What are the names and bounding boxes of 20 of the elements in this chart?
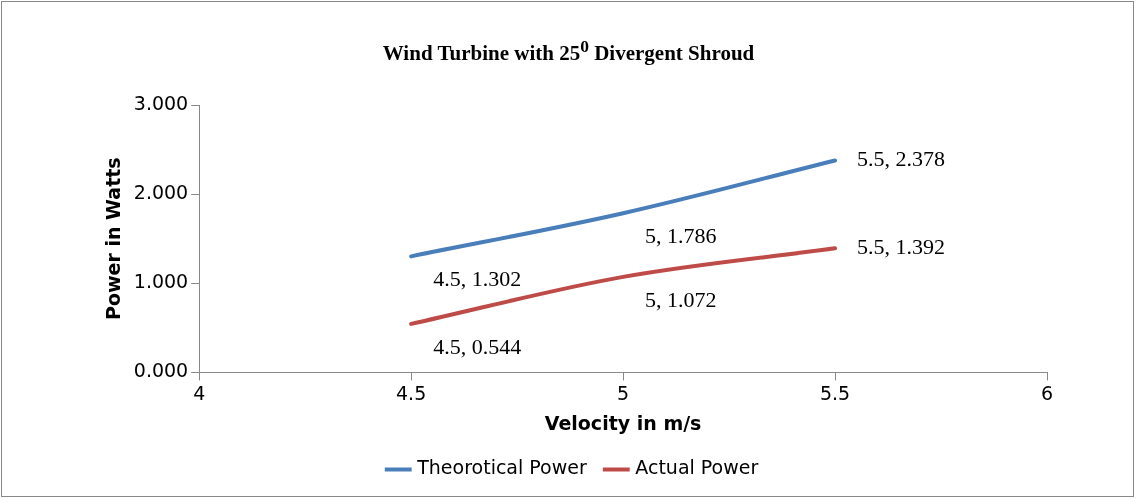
- x-tick-label: 4.5: [396, 381, 427, 404]
- data-label: 4.5, 0.544: [433, 333, 522, 359]
- legend-label: Theorotical Power: [416, 456, 587, 479]
- chart-title: Wind Turbine with 25$^{0}$ Divergent Shroud: [381, 36, 756, 66]
- y-axis-title: Power in Watts: [102, 157, 125, 321]
- y-tick-label: 0.000: [133, 359, 189, 382]
- x-tick-label: 4: [193, 381, 206, 404]
- x-tick-label: 6: [1040, 381, 1054, 404]
- y-tick-label: 3.000: [133, 91, 189, 114]
- legend-label: Actual Power: [635, 456, 759, 479]
- y-tick-label: 1.000: [133, 270, 189, 293]
- x-axis-title: Velocity in m/s: [544, 411, 702, 434]
- y-tick-label: 2.000: [133, 181, 189, 204]
- data-label: 5, 1.786: [645, 222, 717, 248]
- x-tick-label: 5.5: [819, 381, 851, 404]
- data-label: 4.5, 1.302: [433, 266, 522, 292]
- x-tick-label: 5: [617, 381, 630, 404]
- data-label: 5.5, 1.392: [857, 234, 946, 260]
- data-label: 5, 1.072: [645, 286, 717, 312]
- data-label: 5.5, 2.378: [857, 146, 946, 172]
